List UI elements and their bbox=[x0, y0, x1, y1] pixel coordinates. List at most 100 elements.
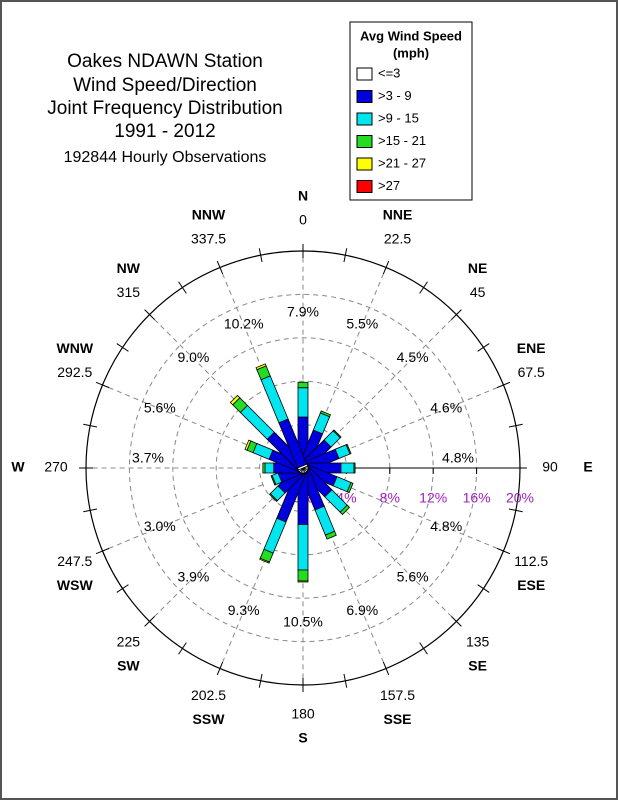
bar-segment bbox=[297, 569, 309, 582]
legend-label: >3 - 9 bbox=[378, 88, 412, 103]
spoke bbox=[342, 484, 504, 552]
outer-tick bbox=[496, 381, 511, 389]
total-label: 3.7% bbox=[132, 450, 164, 466]
legend-label: <=3 bbox=[378, 65, 400, 80]
direction-label: E bbox=[583, 459, 592, 475]
legend-swatch bbox=[356, 112, 373, 126]
outer-tick bbox=[477, 584, 490, 593]
outer-tick bbox=[95, 381, 110, 389]
outer-tick bbox=[95, 547, 110, 555]
bar-segment bbox=[259, 557, 270, 564]
total-label: 10.2% bbox=[224, 316, 264, 332]
total-label: 7.9% bbox=[287, 304, 319, 320]
direction-label: SE bbox=[468, 657, 487, 673]
total-label: 9.0% bbox=[177, 349, 209, 365]
radial-tick-label: 8% bbox=[380, 490, 400, 506]
direction-label: ESE bbox=[517, 577, 545, 593]
bar-segment bbox=[324, 530, 337, 540]
degree-label: 157.5 bbox=[380, 687, 415, 703]
direction-label: NNE bbox=[383, 207, 413, 223]
bar-segment bbox=[239, 404, 275, 440]
legend-swatch bbox=[356, 90, 373, 103]
outer-tick bbox=[144, 616, 155, 627]
legend-title: (mph) bbox=[393, 45, 429, 60]
degree-label: 180 bbox=[291, 706, 315, 722]
outer-tick bbox=[83, 423, 98, 428]
direction-label: NW bbox=[117, 260, 141, 276]
degree-label: 22.5 bbox=[384, 231, 411, 247]
outer-tick bbox=[382, 661, 390, 676]
degree-label: 0 bbox=[299, 212, 307, 228]
direction-label: WNW bbox=[57, 340, 94, 356]
direction-label: ENE bbox=[517, 340, 546, 356]
total-label: 5.6% bbox=[397, 568, 429, 584]
direction-label: NE bbox=[468, 260, 487, 276]
degree-label: 45 bbox=[470, 284, 486, 300]
degree-label: 225 bbox=[117, 633, 141, 649]
direction-label: S bbox=[298, 730, 307, 746]
outer-tick bbox=[83, 508, 98, 513]
spoke bbox=[333, 498, 457, 622]
outer-tick bbox=[343, 248, 348, 263]
bar-segment bbox=[264, 462, 275, 474]
outer-tick bbox=[144, 309, 155, 320]
direction-label: SSE bbox=[384, 711, 412, 727]
total-label: 4.6% bbox=[430, 399, 462, 415]
total-label: 4.5% bbox=[397, 349, 429, 365]
outer-tick bbox=[258, 673, 263, 688]
outer-tick bbox=[477, 343, 490, 352]
degree-label: 292.5 bbox=[57, 364, 92, 380]
bar-segment bbox=[229, 394, 241, 406]
spoke bbox=[102, 484, 264, 552]
legend-label: >9 - 15 bbox=[378, 110, 419, 125]
degree-label: 315 bbox=[117, 284, 141, 300]
subtitle: 192844 Hourly Observations bbox=[64, 149, 267, 166]
outer-tick bbox=[178, 281, 187, 294]
bar-segment bbox=[297, 381, 309, 389]
bar-segment bbox=[339, 504, 351, 516]
outer-tick bbox=[451, 309, 462, 320]
bar-segment bbox=[262, 462, 266, 474]
outer-tick bbox=[116, 584, 129, 593]
radial-tick-label: 16% bbox=[463, 490, 491, 506]
bar-segment bbox=[314, 505, 336, 536]
outer-tick bbox=[258, 248, 263, 263]
bar-segment bbox=[255, 363, 267, 371]
degree-label: 270 bbox=[44, 459, 68, 475]
total-label: 10.5% bbox=[283, 614, 323, 630]
total-label: 4.8% bbox=[430, 518, 462, 534]
direction-label: SSW bbox=[193, 711, 226, 727]
spoke bbox=[149, 498, 273, 622]
bar-segment bbox=[268, 493, 278, 503]
outer-tick bbox=[216, 661, 224, 676]
total-label: 4.8% bbox=[442, 450, 474, 466]
degree-label: 247.5 bbox=[57, 553, 92, 569]
radial-tick-label: 12% bbox=[419, 490, 447, 506]
outer-tick bbox=[216, 260, 224, 275]
degree-label: 135 bbox=[466, 633, 490, 649]
degree-label: 337.5 bbox=[191, 231, 226, 247]
bar-segment bbox=[244, 439, 252, 451]
outer-tick bbox=[419, 281, 428, 294]
direction-label: N bbox=[298, 188, 308, 204]
direction-label: NNW bbox=[192, 207, 226, 223]
bar-segment bbox=[297, 524, 309, 571]
direction-label: SW bbox=[117, 657, 140, 673]
outer-tick bbox=[178, 642, 187, 655]
title-line: 1991 - 2012 bbox=[114, 121, 215, 142]
bar-segment bbox=[340, 462, 355, 474]
bar-segment bbox=[332, 429, 342, 439]
total-label: 3.0% bbox=[144, 518, 176, 534]
outer-tick bbox=[508, 423, 523, 428]
total-label: 5.5% bbox=[346, 316, 378, 332]
outer-tick bbox=[382, 260, 390, 275]
direction-label: W bbox=[11, 459, 25, 475]
title-line: Wind Speed/Direction bbox=[73, 75, 257, 96]
legend-swatch bbox=[356, 135, 373, 148]
outer-tick bbox=[343, 673, 348, 688]
spoke bbox=[319, 267, 387, 429]
legend-swatch bbox=[356, 67, 373, 81]
outer-tick bbox=[419, 642, 428, 655]
